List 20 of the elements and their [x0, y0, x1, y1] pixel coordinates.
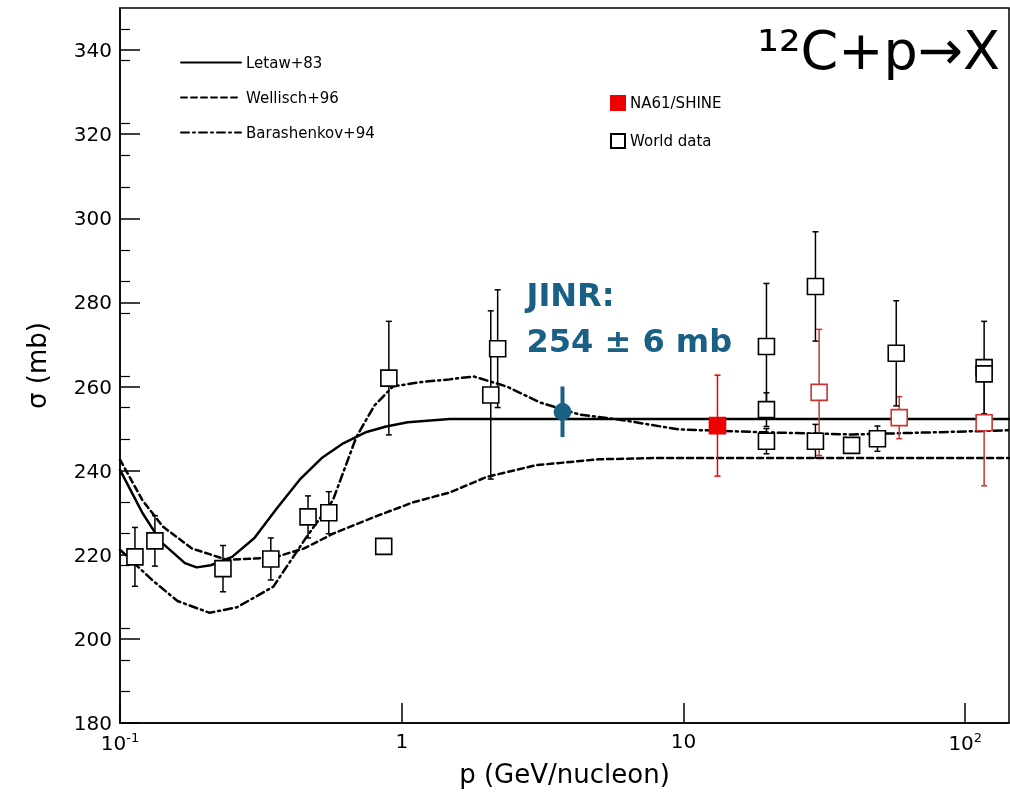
y-tick-label: 240 — [73, 458, 112, 483]
y-tick-label: 320 — [73, 122, 112, 147]
annotation: JINR: 254 ± 6 mb — [524, 275, 733, 360]
y-tick-label: 260 — [73, 374, 112, 399]
x-tick-label: 1 — [395, 729, 409, 753]
y-axis-title: σ (mb) — [22, 322, 52, 409]
x-tick-label: 10 — [670, 729, 697, 753]
chart-title: ¹²C+p→X — [757, 18, 1000, 82]
legend-label: World data — [630, 132, 712, 150]
legend-label: Barashenkov+94 — [246, 123, 375, 142]
legend-label: NA61/SHINE — [630, 94, 722, 112]
y-tick-label: 340 — [73, 38, 112, 63]
y-tick-label: 200 — [73, 626, 112, 651]
y-tick-label: 280 — [73, 290, 112, 315]
y-tick-label: 220 — [73, 542, 112, 567]
y-tick-label: 300 — [73, 206, 112, 231]
x-axis-title: p (GeV/nucleon) — [459, 759, 670, 789]
legend-label: Wellisch+96 — [246, 88, 339, 107]
legend-label: Letaw+83 — [246, 53, 323, 72]
y-tick-label: 180 — [73, 711, 112, 735]
